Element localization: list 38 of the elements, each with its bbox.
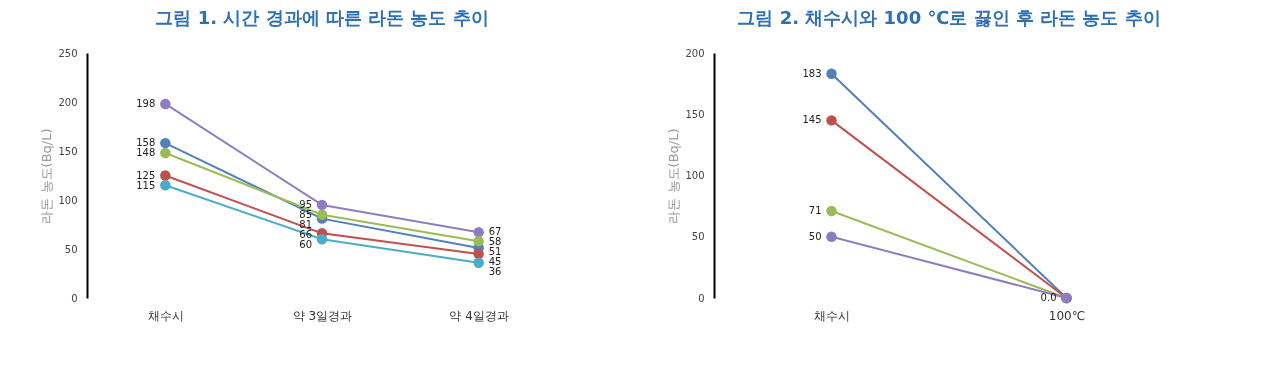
x-tick-label: 약 3일경과	[292, 308, 353, 323]
y-tick-label: 0	[698, 292, 705, 304]
y-tick-label: 200	[58, 96, 78, 108]
data-label: 60	[299, 238, 312, 250]
data-label: 115	[136, 179, 156, 191]
x-tick-label: 100℃	[1048, 308, 1086, 323]
x-tick-label: 채수시	[814, 308, 850, 323]
data-label: 51	[488, 246, 502, 258]
y-axis-title: 라돈 농도(Bq/L)	[39, 128, 55, 224]
data-label: 67	[488, 226, 502, 238]
y-tick-label: 150	[685, 108, 705, 120]
y-tick-label: 200	[685, 47, 705, 59]
data-label: 50	[808, 230, 822, 242]
data-label: 0.0	[1040, 292, 1057, 303]
data-label: 148	[136, 147, 156, 159]
x-tick-label: 채수시	[147, 308, 184, 323]
data-label: 85	[299, 208, 312, 220]
y-tick-label: 50	[64, 243, 78, 255]
data-label: 71	[808, 205, 822, 217]
x-tick-label: 약 4일경과	[449, 308, 509, 323]
data-label: 45	[488, 256, 502, 268]
data-label: 145	[802, 114, 822, 126]
data-label: 125	[136, 169, 156, 181]
data-label: 158	[136, 137, 156, 149]
chart-title: 그림 1. 시간 경과에 따른 라돈 농도 추이	[155, 7, 489, 28]
y-tick-label: 250	[58, 47, 78, 59]
y-tick-label: 100	[58, 194, 78, 206]
y-tick-label: 100	[685, 170, 705, 181]
y-tick-label: 50	[691, 231, 705, 243]
data-label: 36	[488, 266, 502, 278]
y-axis-title: 라돈 농도(Bq/L)	[666, 128, 682, 224]
data-label: 183	[802, 67, 822, 79]
y-tick-label: 0	[71, 292, 78, 304]
data-label: 95	[299, 198, 312, 210]
data-label: 58	[488, 236, 502, 248]
y-tick-label: 150	[58, 145, 78, 157]
chart-title: 그림 2. 채수시와 100 ℃로 끓인 후 라돈 농도 추이	[737, 7, 1161, 28]
data-label: 198	[136, 97, 156, 109]
